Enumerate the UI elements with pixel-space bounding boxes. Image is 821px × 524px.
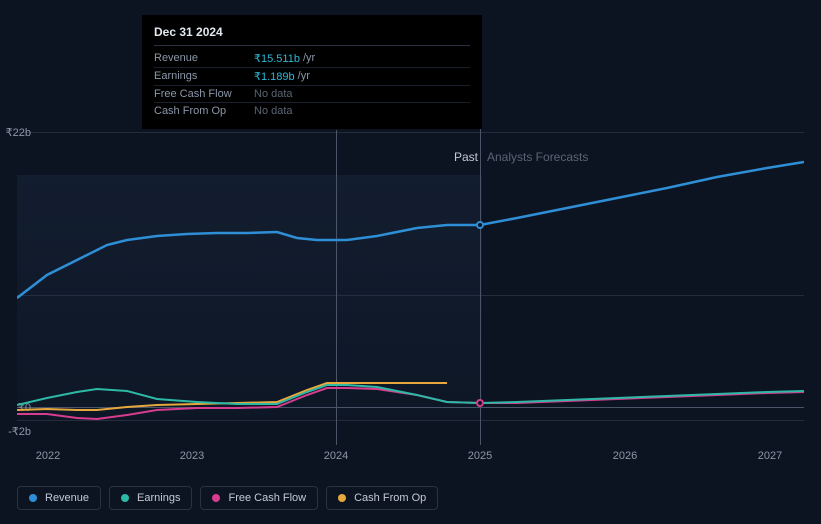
- x-axis-label: 2027: [758, 450, 782, 462]
- legend-dot-icon: [29, 494, 37, 502]
- tooltip-key: Revenue: [154, 52, 254, 65]
- tooltip-value: No data: [254, 105, 293, 117]
- tooltip-unit: /yr: [303, 52, 315, 65]
- legend-label: Free Cash Flow: [228, 492, 306, 504]
- legend-dot-icon: [212, 494, 220, 502]
- tooltip-row: Free Cash FlowNo data: [154, 86, 470, 103]
- legend-label: Earnings: [137, 492, 180, 504]
- tooltip-unit: /yr: [298, 70, 310, 83]
- legend-item-cash-from-op[interactable]: Cash From Op: [326, 486, 438, 510]
- data-point-marker: [476, 399, 484, 407]
- legend-item-free-cash-flow[interactable]: Free Cash Flow: [200, 486, 318, 510]
- tooltip-row: Cash From OpNo data: [154, 103, 470, 119]
- x-axis-label: 2022: [36, 450, 60, 462]
- hover-tooltip: Dec 31 2024 Revenue₹15.511b/yrEarnings₹1…: [142, 15, 482, 129]
- tooltip-key: Cash From Op: [154, 105, 254, 117]
- legend-item-revenue[interactable]: Revenue: [17, 486, 101, 510]
- tooltip-value: ₹1.189b: [254, 70, 295, 83]
- x-axis-label: 2025: [468, 450, 492, 462]
- x-axis-label: 2024: [324, 450, 348, 462]
- legend-dot-icon: [121, 494, 129, 502]
- tooltip-date: Dec 31 2024: [154, 25, 470, 46]
- x-axis-label: 2026: [613, 450, 637, 462]
- legend-label: Revenue: [45, 492, 89, 504]
- legend-dot-icon: [338, 494, 346, 502]
- legend-label: Cash From Op: [354, 492, 426, 504]
- tooltip-key: Earnings: [154, 70, 254, 83]
- legend-item-earnings[interactable]: Earnings: [109, 486, 192, 510]
- tooltip-row: Revenue₹15.511b/yr: [154, 50, 470, 68]
- series-cashop: [17, 383, 447, 410]
- tooltip-row: Earnings₹1.189b/yr: [154, 68, 470, 86]
- x-axis-label: 2023: [180, 450, 204, 462]
- series-revenue: [17, 162, 804, 298]
- tooltip-value: No data: [254, 88, 293, 100]
- data-point-marker: [476, 221, 484, 229]
- chart-plot-area[interactable]: [17, 130, 804, 450]
- tooltip-key: Free Cash Flow: [154, 88, 254, 100]
- legend: Revenue Earnings Free Cash Flow Cash From O…: [17, 486, 438, 510]
- tooltip-value: ₹15.511b: [254, 52, 300, 65]
